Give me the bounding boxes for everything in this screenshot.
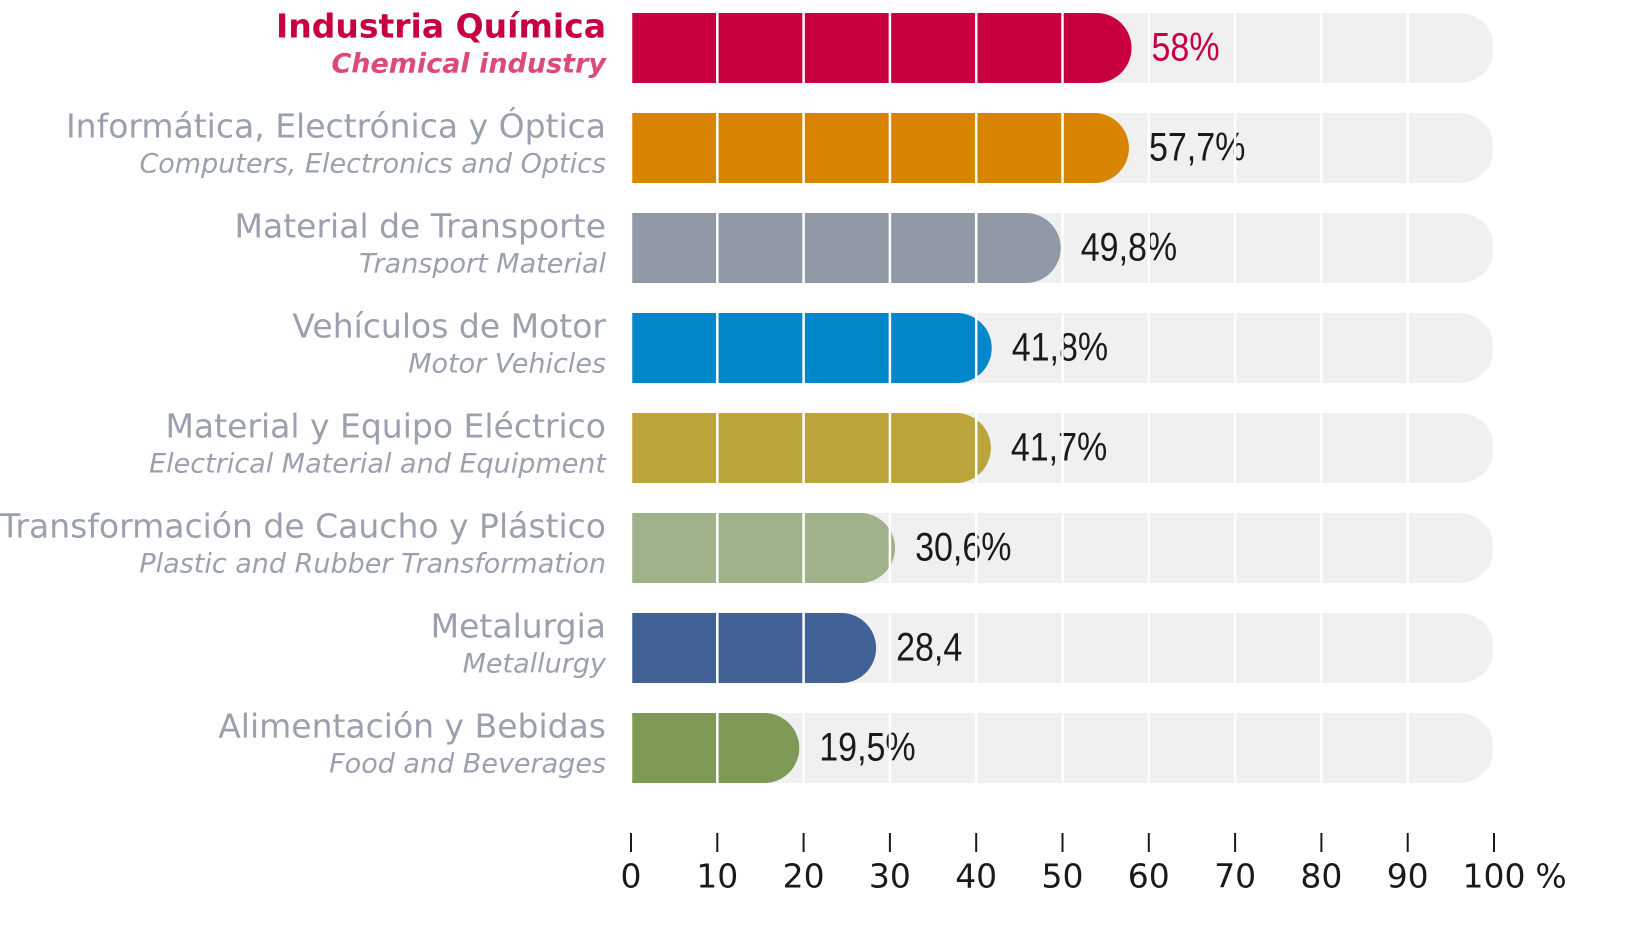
- value-label: 41,8%: [1012, 324, 1108, 369]
- category-label: Alimentación y Bebidas: [218, 707, 606, 746]
- category-label-en: Metallurgy: [463, 649, 607, 680]
- bar: [631, 13, 1132, 83]
- x-tick-label: 100: [1463, 857, 1526, 896]
- value-label: 30,6%: [915, 524, 1011, 569]
- value-label: 49,8%: [1081, 224, 1177, 269]
- category-label-en: Transport Material: [359, 249, 606, 280]
- category-label: Material de Transporte: [235, 207, 606, 246]
- category-label-en: Motor Vehicles: [408, 349, 606, 380]
- category-label: Industria Química: [276, 7, 606, 46]
- value-label: 28,4: [896, 624, 962, 669]
- category-label-en: Chemical industry: [331, 49, 607, 80]
- bar: [631, 513, 896, 583]
- category-label: Metalurgia: [431, 607, 606, 646]
- category-label: Material y Equipo Eléctrico: [165, 407, 606, 446]
- x-tick-label: 10: [696, 857, 738, 896]
- category-label-en: Plastic and Rubber Transformation: [139, 549, 606, 580]
- x-tick-label: 40: [955, 857, 997, 896]
- bar: [631, 313, 992, 383]
- x-tick-label: 80: [1300, 857, 1342, 896]
- category-label: Vehículos de Motor: [292, 307, 606, 346]
- x-tick-label: 30: [869, 857, 911, 896]
- bar: [631, 413, 991, 483]
- category-label: Transformación de Caucho y Plástico: [0, 507, 606, 546]
- bar: [631, 713, 800, 783]
- category-label-en: Computers, Electronics and Optics: [139, 149, 606, 180]
- value-label: 41,7%: [1011, 424, 1107, 469]
- bar: [631, 213, 1061, 283]
- x-tick-label: 90: [1387, 857, 1429, 896]
- x-unit: %: [1535, 857, 1566, 896]
- bar: [631, 613, 877, 683]
- x-tick-label: 70: [1214, 857, 1256, 896]
- value-label: 58%: [1152, 24, 1220, 69]
- category-label-en: Electrical Material and Equipment: [149, 449, 607, 480]
- x-tick-label: 20: [783, 857, 825, 896]
- value-label: 19,5%: [819, 724, 915, 769]
- x-tick-label: 60: [1128, 857, 1170, 896]
- category-label: Informática, Electrónica y Óptica: [66, 106, 606, 146]
- x-tick-label: 50: [1042, 857, 1084, 896]
- value-label: 57,7%: [1149, 124, 1245, 169]
- bar: [631, 113, 1129, 183]
- x-tick-label: 0: [621, 857, 642, 896]
- category-label-en: Food and Beverages: [329, 749, 606, 780]
